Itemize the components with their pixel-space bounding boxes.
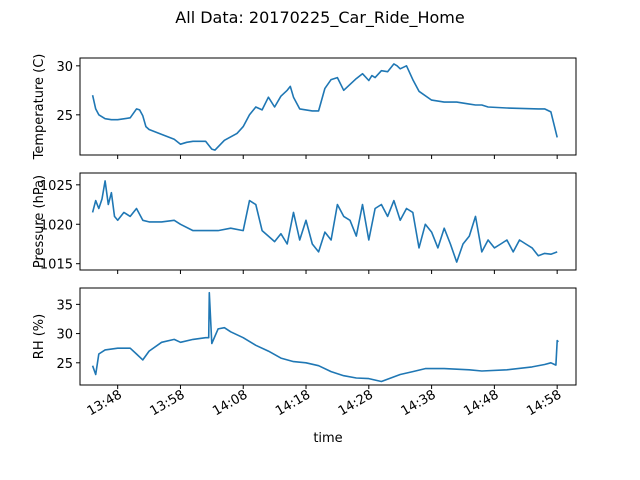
y-tick-label: 1020: [40, 218, 73, 233]
y-axis-label: Pressure (hPa): [32, 175, 47, 268]
y-tick-label: 35: [56, 298, 73, 313]
x-tick-label: 14:18: [273, 387, 313, 419]
x-tick-label: 13:48: [85, 387, 125, 419]
series-line: [91, 291, 559, 383]
series-line: [91, 180, 558, 263]
y-axis-label: RH (%): [32, 314, 47, 359]
x-tick-label: 14:48: [461, 387, 501, 419]
x-tick-label: 14:08: [210, 387, 250, 419]
y-tick-label: 1015: [40, 258, 73, 273]
axes-frame: [79, 57, 577, 156]
axes-frame: [79, 287, 577, 386]
x-axis-label: time: [313, 431, 342, 446]
x-tick-label: 14:58: [524, 387, 564, 419]
chart-title: All Data: 20170225_Car_Ride_Home: [175, 8, 464, 28]
y-tick-label: 30: [56, 60, 73, 75]
y-tick-label: 25: [56, 109, 73, 124]
axes-frame: [79, 172, 577, 271]
y-axis-label: Temperature (C): [32, 54, 47, 161]
x-axis-ticks: 13:48 13:58 14:08 14:18 14:28 14:38 14:48 14:58: [85, 387, 564, 419]
rh-panel: 25 30 35 RH (%): [32, 287, 577, 389]
y-tick-label: 30: [56, 328, 73, 343]
x-tick-label: 13:58: [148, 387, 188, 419]
temperature-panel: 25 30 Temperature (C): [32, 54, 577, 161]
panels: 25 30 Temperature (C) 1015 1020 1025Pressure …: [32, 54, 577, 389]
x-tick-label: 14:28: [336, 387, 376, 419]
x-tick-label: 14:38: [399, 387, 439, 419]
y-tick-label: 1025: [40, 179, 73, 194]
series-line: [91, 63, 558, 151]
y-tick-label: 25: [56, 357, 73, 372]
